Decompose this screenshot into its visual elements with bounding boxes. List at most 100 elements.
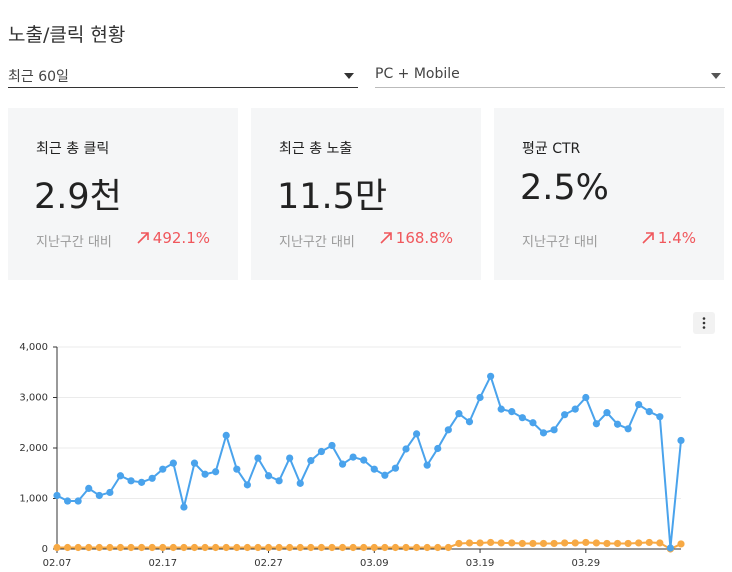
data-point [116, 472, 125, 480]
data-point [613, 539, 622, 548]
up-arrow [137, 232, 149, 244]
data-point [307, 457, 315, 465]
data-point [412, 430, 421, 438]
card-value: 11.5만 [277, 177, 388, 217]
data-point [148, 543, 156, 552]
data-point [254, 543, 262, 552]
data-point [127, 477, 135, 485]
data-point [264, 543, 273, 552]
data-point [423, 543, 431, 552]
data-point [106, 488, 114, 497]
data-point [360, 456, 368, 464]
data-point [243, 543, 251, 552]
period-select[interactable]: 최근 60일 [8, 60, 358, 88]
data-point [412, 543, 421, 552]
x-tick-label: 03.09 [360, 558, 389, 569]
data-point [233, 543, 241, 552]
data-point [550, 539, 558, 548]
data-point [677, 540, 685, 548]
change-value: 492.1% [152, 229, 210, 247]
data-point [508, 539, 516, 547]
data-point [518, 539, 526, 548]
data-point [222, 431, 230, 439]
data-point [476, 539, 484, 547]
data-point [106, 543, 114, 552]
data-point [169, 459, 177, 467]
card-label: 평균 CTR [522, 141, 581, 157]
data-point [402, 445, 410, 453]
data-point [307, 543, 315, 552]
data-point [465, 539, 474, 547]
data-point [159, 465, 167, 473]
data-point [497, 539, 505, 547]
data-point [624, 539, 632, 548]
data-point [212, 468, 220, 476]
card-value: 2.9천 [34, 177, 122, 217]
data-point [539, 539, 548, 548]
data-point [349, 453, 357, 461]
data-point [487, 372, 495, 380]
data-point [370, 465, 378, 473]
data-point [455, 410, 463, 418]
data-point [317, 447, 326, 456]
data-point [444, 426, 452, 434]
data-point [444, 543, 452, 552]
change: 1.4% [642, 229, 696, 247]
data-point [317, 543, 326, 552]
x-tick-label: 03.29 [571, 558, 600, 569]
data-point [349, 543, 357, 552]
data-point [571, 405, 579, 413]
data-point [666, 544, 675, 552]
data-point [264, 472, 273, 480]
data-point [539, 429, 548, 437]
menu-button[interactable] [693, 312, 715, 334]
data-point [95, 543, 103, 552]
x-tick-label: 02.17 [148, 558, 177, 569]
data-point [423, 461, 431, 469]
data-point [138, 478, 146, 486]
data-point [74, 543, 82, 552]
data-point [53, 543, 61, 552]
up-arrow [380, 232, 392, 244]
select-text: PC + Mobile [375, 66, 460, 82]
kebab-icon [702, 317, 706, 329]
data-point [180, 503, 188, 511]
stat-card: 평균 CTR 2.5% 지난구간 대비 1.4% [494, 108, 724, 280]
data-point [455, 539, 463, 548]
device-select[interactable]: PC + Mobile [375, 60, 725, 88]
x-tick-label: 02.27 [254, 558, 283, 569]
card-value: 2.5% [520, 168, 609, 208]
select-text: 최근 60일 [8, 69, 69, 85]
data-point [180, 543, 188, 552]
data-point [138, 543, 146, 552]
compare-label: 지난구간 대비 [36, 235, 112, 250]
data-point [95, 491, 103, 500]
data-point [561, 539, 569, 547]
data-point [296, 479, 304, 487]
data-point [116, 543, 125, 552]
data-point [85, 543, 93, 552]
data-point [338, 460, 347, 468]
chart: 0 1,000 2,000 3,000 4,000 02.07 02.17 02.27 03.0… [19, 342, 685, 569]
data-point [370, 543, 378, 552]
data-point [201, 470, 209, 478]
data-point [381, 471, 389, 479]
data-point [360, 543, 368, 552]
data-point [338, 543, 347, 552]
data-point [529, 539, 537, 548]
data-point [624, 425, 632, 433]
page-title: 노출/클릭 현황 [8, 24, 126, 46]
data-point [571, 539, 579, 547]
y-tick-label: 2,000 [19, 443, 48, 454]
data-point [190, 459, 199, 467]
data-point [201, 543, 209, 552]
data-point [53, 491, 61, 500]
y-tick-label: 3,000 [19, 393, 48, 404]
series-line [56, 373, 682, 549]
change: 492.1% [137, 229, 210, 247]
data-point [518, 414, 526, 422]
data-point [561, 411, 569, 419]
stat-card: 최근 총 클릭 2.9천 지난구간 대비 492.1% [8, 108, 238, 280]
data-point [85, 484, 93, 492]
data-point [275, 477, 283, 485]
